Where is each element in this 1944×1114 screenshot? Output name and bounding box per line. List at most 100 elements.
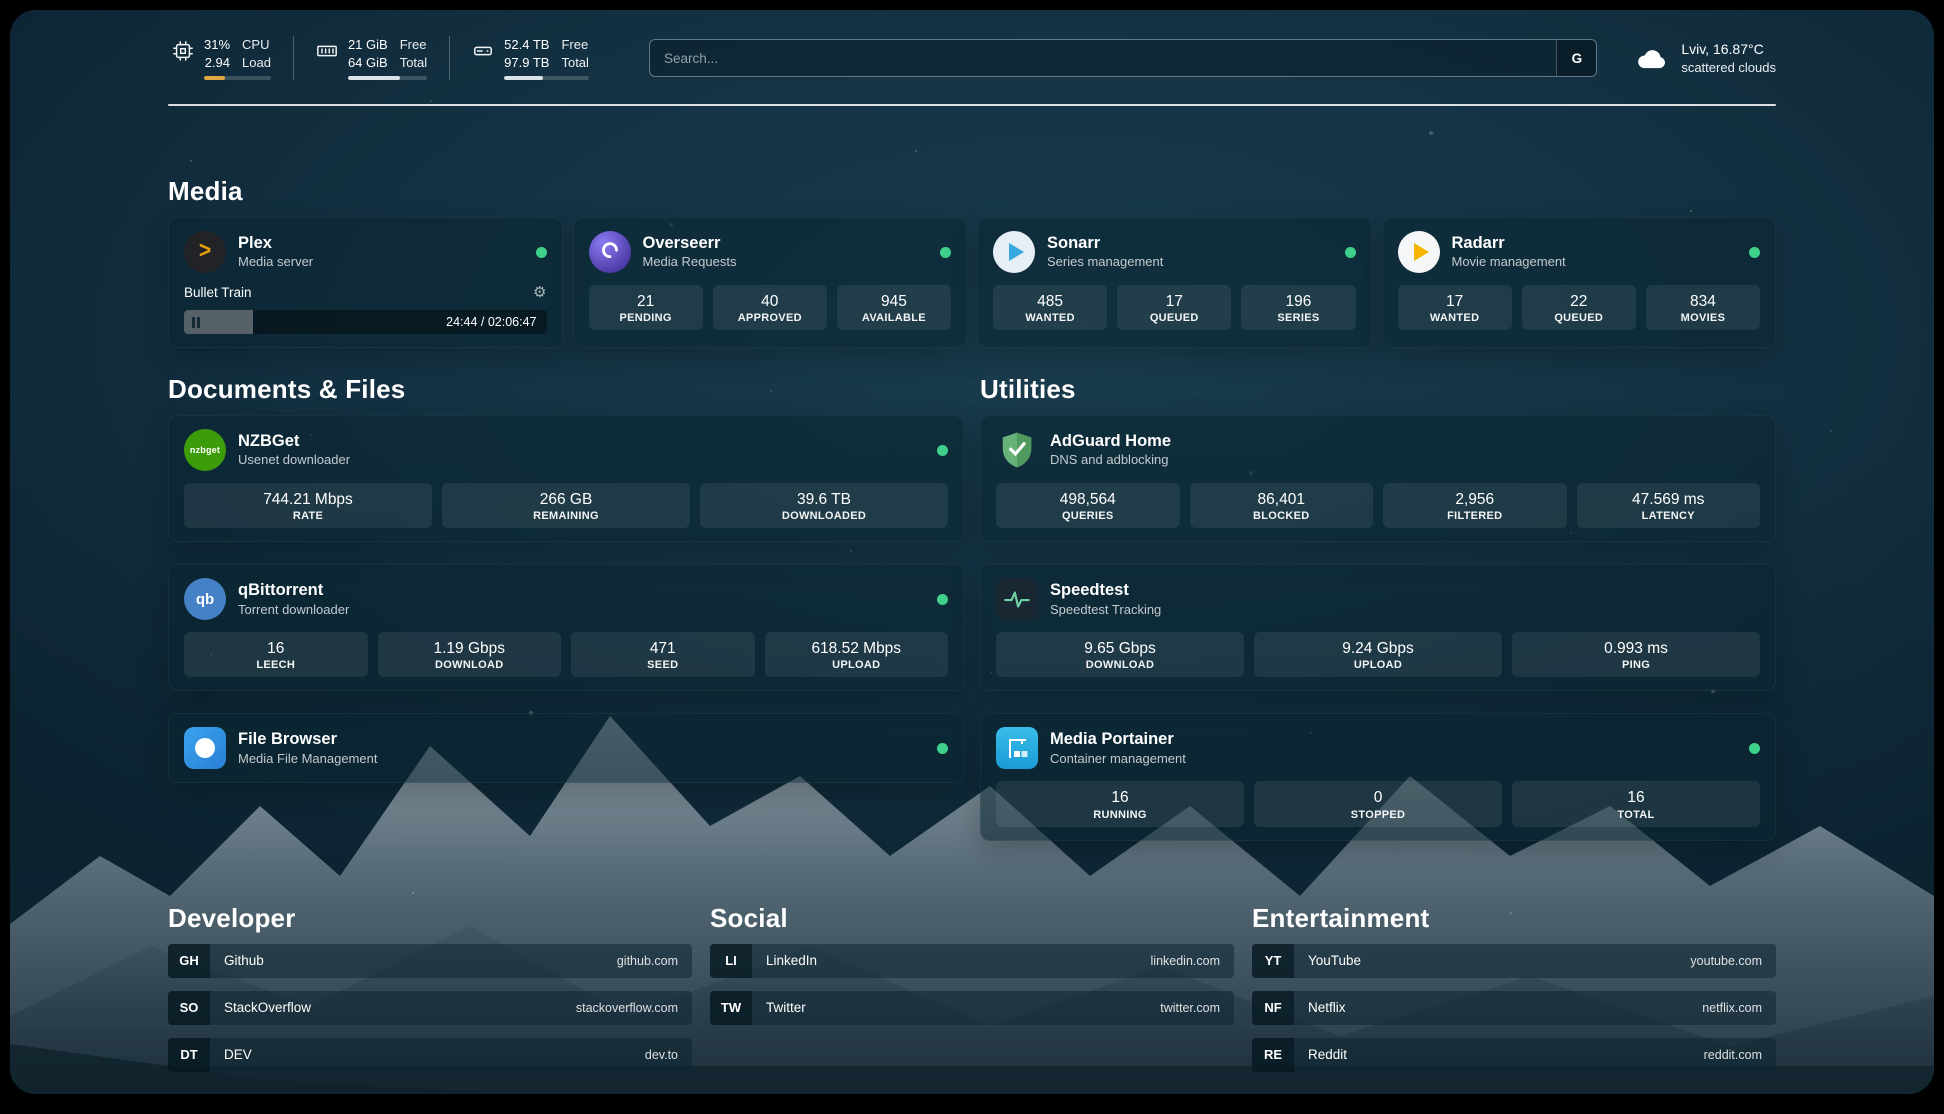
app-desc: Usenet downloader bbox=[238, 452, 351, 468]
cpu-usage-bar bbox=[204, 76, 271, 81]
bookmark-url: dev.to bbox=[644, 1047, 678, 1062]
plex-card[interactable]: > Plex Media server Bullet Train ⚙ bbox=[168, 217, 563, 349]
disk-total-label: Total bbox=[561, 54, 589, 70]
bookmark-abbr: TW bbox=[710, 990, 752, 1025]
search-bar[interactable]: G bbox=[648, 39, 1598, 78]
dashboard-content: 31% 2.94 CPU Load bbox=[10, 10, 1934, 1094]
stat-download: 1.19 Gbps DOWNLOAD bbox=[377, 632, 561, 678]
stat-label: QUEUED bbox=[1149, 312, 1199, 325]
memory-monitor: 21 GiB 64 GiB Free Total bbox=[292, 36, 449, 81]
bookmark-stackoverflow[interactable]: SO StackOverflow stackoverflow.com bbox=[168, 990, 692, 1025]
stat-total: 16 TOTAL bbox=[1512, 781, 1760, 827]
bookmark-linkedin[interactable]: LI LinkedIn linkedin.com bbox=[710, 943, 1234, 978]
bookmark-name: Reddit bbox=[1308, 1047, 1348, 1063]
bookmark-name: LinkedIn bbox=[766, 953, 818, 969]
bookmark-url: github.com bbox=[616, 953, 678, 968]
cpu-load-value: 2.94 bbox=[204, 54, 231, 70]
stat-value: 471 bbox=[649, 640, 676, 658]
weather-location: Lviv, 16.87°C bbox=[1681, 40, 1764, 57]
playback-progress-bar[interactable]: 24:44 / 02:06:47 bbox=[184, 310, 547, 335]
disk-total-value: 97.9 TB bbox=[504, 54, 550, 70]
adguard-card[interactable]: AdGuard Home DNS and adblocking 498,564 … bbox=[980, 415, 1776, 543]
utilities-section-title: Utilities bbox=[980, 374, 1076, 405]
stat-wanted: 485 WANTED bbox=[993, 285, 1108, 331]
sonarr-icon bbox=[993, 231, 1035, 274]
bookmark-reddit[interactable]: RE Reddit reddit.com bbox=[1252, 1037, 1776, 1072]
two-column-sections: Documents & Files nzbget NZBGet Usenet d… bbox=[168, 374, 1776, 841]
stat-value: 196 bbox=[1285, 293, 1312, 311]
stat-label: RUNNING bbox=[1093, 808, 1147, 821]
memory-total-value: 64 GiB bbox=[347, 54, 388, 70]
filebrowser-card[interactable]: File Browser Media File Management bbox=[168, 713, 964, 784]
stat-value: 744.21 Mbps bbox=[263, 491, 353, 509]
bookmark-name: Github bbox=[224, 953, 264, 969]
bookmark-dev[interactable]: DT DEV dev.to bbox=[168, 1037, 692, 1072]
section-documents: Documents & Files nzbget NZBGet Usenet d… bbox=[168, 374, 964, 840]
speedtest-card[interactable]: Speedtest Speedtest Tracking 9.65 Gbps D… bbox=[980, 564, 1776, 692]
stat-upload: 618.52 Mbps UPLOAD bbox=[764, 632, 948, 678]
stat-blocked: 86,401 BLOCKED bbox=[1189, 483, 1373, 529]
app-desc: Movie management bbox=[1451, 254, 1566, 270]
bookmark-name: YouTube bbox=[1308, 953, 1362, 969]
stat-value: 86,401 bbox=[1257, 491, 1305, 509]
status-dot bbox=[937, 444, 948, 456]
overseerr-icon bbox=[588, 231, 631, 274]
media-section-title: Media bbox=[168, 176, 243, 207]
portainer-card[interactable]: Media Portainer Container management 16 … bbox=[980, 713, 1776, 841]
stat-latency: 47.569 ms LATENCY bbox=[1576, 483, 1760, 529]
stat-label: PING bbox=[1621, 659, 1651, 672]
stat-value: 16 bbox=[1627, 789, 1645, 807]
bookmark-url: stackoverflow.com bbox=[575, 1000, 678, 1015]
stat-wanted: 17 WANTED bbox=[1397, 285, 1512, 331]
search-engine-button[interactable]: G bbox=[1556, 40, 1597, 77]
teal-tint-overlay bbox=[10, 10, 1934, 1094]
stat-label: FILTERED bbox=[1447, 510, 1503, 523]
filebrowser-icon bbox=[184, 727, 226, 770]
bookmark-twitter[interactable]: TW Twitter twitter.com bbox=[710, 990, 1234, 1025]
documents-section-title: Documents & Files bbox=[168, 374, 406, 405]
stat-queued: 17 QUEUED bbox=[1117, 285, 1232, 331]
stat-label: UPLOAD bbox=[1353, 659, 1403, 672]
stat-value: 17 bbox=[1165, 293, 1183, 311]
stat-value: 1.19 Gbps bbox=[433, 640, 506, 658]
status-dot bbox=[1749, 742, 1760, 754]
stat-movies: 834 MOVIES bbox=[1645, 285, 1761, 331]
app-desc: Series management bbox=[1047, 254, 1164, 270]
stat-value: 47.569 ms bbox=[1632, 491, 1705, 509]
status-dot bbox=[940, 246, 951, 258]
qbittorrent-card[interactable]: qb qBittorrent Torrent downloader 16 LEE… bbox=[168, 564, 964, 692]
social-section-title: Social bbox=[710, 902, 788, 933]
app-name: Media Portainer bbox=[1050, 730, 1174, 749]
stat-series: 196 SERIES bbox=[1241, 285, 1356, 331]
gear-icon[interactable]: ⚙ bbox=[533, 284, 547, 302]
nzbget-card[interactable]: nzbget NZBGet Usenet downloader 744.21 M… bbox=[168, 415, 964, 543]
bookmark-url: netflix.com bbox=[1702, 1000, 1762, 1015]
disk-usage-bar bbox=[504, 76, 589, 81]
bookmark-netflix[interactable]: NF Netflix netflix.com bbox=[1252, 990, 1776, 1025]
sonarr-card[interactable]: Sonarr Series management 485 WANTED 17 Q… bbox=[977, 217, 1372, 349]
stat-label: LATENCY bbox=[1641, 510, 1695, 523]
status-dot bbox=[937, 593, 948, 605]
entertainment-section-title: Entertainment bbox=[1252, 902, 1430, 933]
pause-icon[interactable] bbox=[192, 316, 200, 328]
bookmark-name: DEV bbox=[224, 1047, 252, 1063]
bookmarks-section: Developer GH Github github.com SO StackO… bbox=[168, 903, 1776, 1072]
status-dot bbox=[535, 246, 547, 258]
stat-value: 618.52 Mbps bbox=[811, 640, 902, 658]
radarr-card[interactable]: Radarr Movie management 17 WANTED 22 QUE… bbox=[1381, 217, 1776, 349]
memory-icon bbox=[316, 40, 338, 62]
memory-free-label: Free bbox=[399, 37, 427, 52]
bookmark-abbr: RE bbox=[1252, 1037, 1294, 1072]
app-desc: Media Requests bbox=[642, 254, 737, 270]
disk-monitor: 52.4 TB 97.9 TB Free Total bbox=[449, 36, 611, 81]
portainer-crane-icon bbox=[996, 727, 1038, 770]
bookmark-github[interactable]: GH Github github.com bbox=[168, 943, 692, 978]
overseerr-card[interactable]: Overseerr Media Requests 21 PENDING 40 A… bbox=[572, 217, 967, 349]
cpu-percent-value: 31% bbox=[204, 37, 231, 52]
stat-value: 22 bbox=[1570, 293, 1588, 311]
stat-filtered: 2,956 FILTERED bbox=[1383, 483, 1567, 529]
bookmarks-developer: Developer GH Github github.com SO StackO… bbox=[168, 903, 692, 1072]
search-input[interactable] bbox=[649, 40, 1557, 77]
memory-usage-bar bbox=[347, 76, 428, 81]
bookmark-youtube[interactable]: YT YouTube youtube.com bbox=[1252, 943, 1776, 978]
